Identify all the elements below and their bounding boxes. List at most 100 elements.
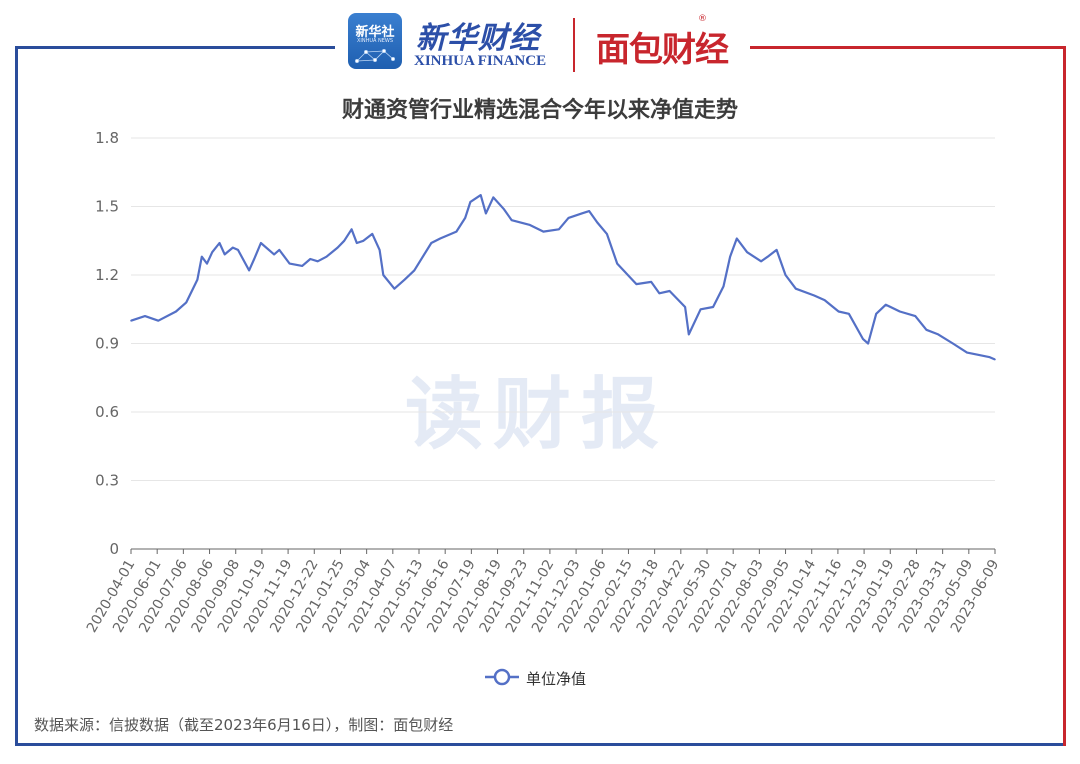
frame-red [750,46,1066,746]
data-point [175,310,177,313]
data-point [206,262,208,265]
data-point [130,319,132,322]
data-point [403,278,406,281]
data-point [989,356,991,359]
data-point [336,246,339,249]
data-point [784,274,787,276]
data-point [795,287,797,290]
data-point [862,338,864,340]
data-point [528,224,531,226]
y-tick-label: 0.3 [95,472,119,490]
chart-title: 财通资管行业精选混合今年以来净值走势 [341,98,738,123]
data-point [185,301,188,304]
data-point [736,237,738,240]
data-point [218,242,221,244]
data-point [278,249,281,251]
data-point [650,281,652,283]
data-point [301,265,304,267]
data-point [688,333,690,336]
data-point [729,255,731,258]
data-point [157,319,160,322]
data-point [273,253,275,256]
data-point [144,315,146,317]
grid-lines [131,137,995,481]
data-point [760,260,762,263]
network-icon [354,49,396,63]
data-point [994,358,996,361]
data-point [567,217,570,219]
data-point [371,233,374,235]
data-point [253,258,255,260]
data-point [848,313,850,315]
y-tick-label: 1.8 [95,129,119,147]
data-point [914,315,917,317]
y-tick-label: 1.5 [95,198,119,216]
data-point [343,240,346,242]
data-point [232,246,234,249]
series-line-nav [130,194,996,361]
data-point [952,342,954,345]
watermark: 读财报 [405,370,670,460]
xinhua-finance-logo-en: XINHUA FINANCE [414,53,547,69]
data-point [658,292,661,295]
data-point [382,274,385,276]
data-point [325,255,328,258]
data-point [837,310,840,313]
data-point [196,278,199,281]
logo-divider [573,18,575,72]
data-point [542,230,545,233]
data-point [393,287,396,290]
series [130,194,996,361]
data-point [211,251,213,253]
data-point [237,249,239,251]
mianbao-finance-logo: 面包财经 [596,30,729,70]
data-point [699,308,702,311]
data-point [616,262,618,265]
data-point [350,228,353,231]
data-point [581,212,583,215]
data-point [722,285,725,288]
data-point [925,329,928,331]
data-point [766,255,769,258]
data-point [356,242,358,244]
data-point [596,221,599,224]
data-point [223,253,226,256]
data-point [823,299,826,301]
data-point [966,351,968,354]
y-tick-label: 0.6 [95,403,119,421]
xinhua-finance-logo-cn: 新华财经 [416,21,540,56]
data-point [875,313,877,315]
source-note: 数据来源：信披数据（截至2023年6月16日），制图：面包财经 [34,716,454,734]
data-point [885,303,887,306]
registered-mark: ® [698,14,707,24]
data-point [479,194,482,196]
data-point [288,262,291,265]
y-tick-label: 0.9 [95,335,119,353]
frame-blue [15,46,335,746]
legend-label: 单位净值 [526,670,587,688]
data-point [813,294,815,297]
xinhua-badge-en: XINHUA NEWS [356,38,394,44]
header-logos: 新华社 XINHUA NEWS 新华财经 XINHUA FINANCE 面包财经… [340,10,750,74]
data-point [712,306,714,308]
data-point [485,212,487,215]
data-point [899,310,901,313]
data-point [588,210,590,212]
data-point [775,249,778,251]
data-point [439,237,442,240]
data-point [378,249,381,251]
data-point [248,269,250,272]
data-point [309,258,312,260]
y-tick-label: 1.2 [95,266,119,284]
data-point [492,196,495,199]
data-point [510,219,513,221]
data-point [316,260,319,263]
data-point [502,208,505,210]
data-point [455,230,458,233]
data-point [635,283,638,285]
data-point [937,333,939,336]
data-point [606,233,608,235]
data-point [978,354,980,356]
data-point [668,290,671,292]
